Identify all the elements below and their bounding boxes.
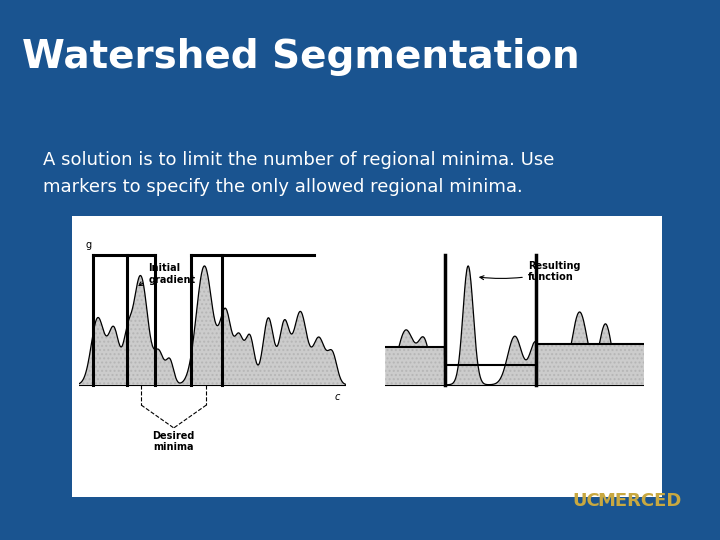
- Text: Watershed Segmentation: Watershed Segmentation: [22, 38, 579, 76]
- Text: Desired
minima: Desired minima: [153, 431, 195, 453]
- Text: A solution is to limit the number of regional minima. Use
markers to specify the: A solution is to limit the number of reg…: [43, 151, 554, 195]
- FancyBboxPatch shape: [72, 216, 662, 497]
- Text: c: c: [335, 392, 341, 402]
- Text: g: g: [85, 240, 91, 249]
- Text: Initial
gradient: Initial gradient: [139, 263, 196, 286]
- Text: Resulting
function: Resulting function: [480, 261, 580, 282]
- Text: MERCED: MERCED: [598, 492, 682, 510]
- Text: UC: UC: [572, 492, 600, 510]
